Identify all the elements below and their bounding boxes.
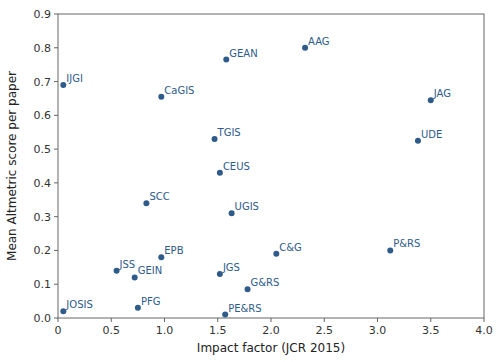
x-tick [164,318,165,322]
point-label: EPB [164,245,183,256]
point-labels: JOSIS IJGI PFG JSSGEINEPB CaGIS SCC TGIS CEUS UG… [65,36,451,314]
y-tick-label: 0.5 [34,143,52,156]
x-tick-label: 2.0 [262,324,280,337]
point-label: JGS [222,262,240,273]
point-label: PE&RS [228,303,261,314]
point-label: P&RS [393,238,420,249]
x-axis-label: Impact factor (JCR 2015) [197,341,345,355]
x-tick [484,318,485,322]
x-tick [58,318,59,322]
x-tick-label: 3.0 [369,324,387,337]
y-tick [54,182,58,183]
y-tick-label: 0.4 [34,177,52,190]
point-label: CEUS [223,161,250,172]
x-tick [271,318,272,322]
x-tick-label: 4.0 [475,324,493,337]
y-tick [54,47,58,48]
plot-frame [58,14,484,318]
chart: 0 0.5 1.0 1.5 2.0 2.5 3.0 3.5 4.0 0.0 0.1 0.2 0.3 0.4… [0,0,500,362]
x-tick-label: 0.5 [103,324,121,337]
x-tick-label: 1.0 [156,324,174,337]
point-label: CaGIS [164,85,194,96]
point-label: IJGI [66,73,83,84]
y-tick [54,14,58,15]
y-tick [54,318,58,319]
x-tick-label: 2.5 [316,324,334,337]
point-label: TGIS [217,127,241,138]
y-tick-label: 0.8 [34,42,52,55]
point-label: JSS [119,259,136,270]
y-axis: 0.0 0.1 0.2 0.3 0.4 0.5 0.6 0.7 0.8 0.9 [34,8,59,325]
x-tick [217,318,218,322]
y-tick-label: 0.2 [34,244,52,257]
y-axis-label: Mean Altmetric score per paper [5,71,19,261]
point-label: PFG [141,296,161,307]
point-label: C&G [279,242,302,253]
x-tick-label: 0 [55,324,62,337]
points [60,45,433,318]
x-tick [430,318,431,322]
y-tick-label: 0.3 [34,211,52,224]
point-label: G&RS [251,277,280,288]
point-label: UDE [421,129,442,140]
point-label: SCC [149,191,169,202]
y-tick-label: 0.1 [34,278,52,291]
x-tick-label: 1.5 [209,324,227,337]
x-tick [377,318,378,322]
y-tick [54,216,58,217]
x-tick-label: 3.5 [422,324,440,337]
point-label: UGIS [235,201,259,212]
x-tick [111,318,112,322]
y-tick-label: 0.0 [34,312,52,325]
y-tick-label: 0.9 [34,8,52,21]
y-tick [54,81,58,82]
point-label: GEIN [138,265,163,276]
y-tick [54,149,58,150]
y-tick-label: 0.6 [34,109,52,122]
y-tick [54,284,58,285]
point-label: JAG [433,88,451,99]
y-tick [54,250,58,251]
point-label: JOSIS [65,299,92,310]
x-tick [324,318,325,322]
point-label: GEAN [229,48,257,59]
y-tick [54,115,58,116]
x-axis: 0 0.5 1.0 1.5 2.0 2.5 3.0 3.5 4.0 [55,318,493,337]
point-label: AAG [308,36,330,47]
y-tick-label: 0.7 [34,76,52,89]
